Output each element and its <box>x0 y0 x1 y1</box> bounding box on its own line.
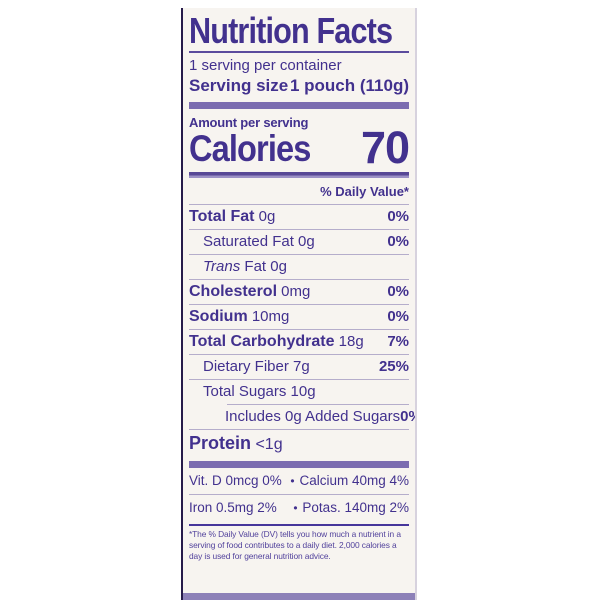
nutrient-row: Protein <1g <box>189 430 409 459</box>
nutrient-row: Total Carbohydrate 18g 7% <box>189 330 409 354</box>
row-divider <box>189 254 409 255</box>
micronutrient-row: Vit. D 0mcg 0% • Calcium 40mg 4% <box>189 468 409 494</box>
micronutrient-row: Iron 0.5mg 2% • Potas. 140mg 2% <box>189 495 409 521</box>
row-divider <box>189 204 409 205</box>
nutrient-rows: Total Fat 0g 0% Saturated Fat 0g 0% Trans Fa… <box>189 204 415 459</box>
footnote-divider <box>189 524 409 526</box>
nutrient-percent: 7% <box>387 333 409 350</box>
nutrient-name: Total Carbohydrate 18g <box>189 333 364 350</box>
label-title: Nutrition Facts <box>189 10 393 51</box>
nutrient-name: Total Fat 0g <box>189 208 276 225</box>
micronutrient-right: Potas. 140mg 2% <box>302 500 409 515</box>
nutrition-facts-label: Nutrition Facts 1 serving per container … <box>181 8 417 600</box>
row-divider <box>189 229 409 230</box>
row-divider <box>189 279 409 280</box>
serving-size-row: Serving size 1 pouch (110g) <box>189 76 409 95</box>
nutrient-percent: 0% <box>387 233 409 250</box>
nutrient-name: Saturated Fat 0g <box>203 233 315 250</box>
nutrient-name: Total Sugars 10g <box>203 383 316 400</box>
nutrient-row: Total Fat 0g 0% <box>189 205 409 229</box>
serving-size-label: Serving size <box>189 76 289 95</box>
serving-size-value: 1 pouch (110g) <box>289 76 409 95</box>
nutrient-row: Total Sugars 10g <box>189 380 409 404</box>
nutrient-name: Sodium 10mg <box>189 308 290 325</box>
row-divider <box>189 304 409 305</box>
calories-divider-bar <box>189 172 409 178</box>
nutrient-row: Dietary Fiber 7g 25% <box>189 355 409 379</box>
nutrient-name: Protein <1g <box>189 433 283 453</box>
calories-row: Calories 70 <box>189 122 410 173</box>
nutrient-percent: 0% <box>400 408 415 425</box>
thick-bar-top <box>189 102 409 109</box>
bullet-separator: • <box>293 501 298 515</box>
micronutrient-rows: Vit. D 0mcg 0% • Calcium 40mg 4% Iron 0.5mg… <box>189 468 409 521</box>
nutrient-percent: 0% <box>387 308 409 325</box>
micronutrient-left: Vit. D 0mcg 0% <box>189 473 282 488</box>
row-divider <box>189 329 409 330</box>
row-divider <box>189 354 409 355</box>
bottom-bar <box>183 593 415 600</box>
servings-per-container: 1 serving per container <box>189 57 342 74</box>
row-divider <box>189 494 409 495</box>
daily-value-header: % Daily Value* <box>320 184 409 199</box>
micronutrient-left: Iron 0.5mg 2% <box>189 500 277 515</box>
thick-bar-bottom <box>189 461 409 468</box>
calories-value: 70 <box>360 122 410 173</box>
nutrient-percent: 25% <box>378 358 409 375</box>
nutrient-row: Cholesterol 0mg 0% <box>189 280 409 304</box>
title-divider <box>189 51 409 53</box>
nutrient-name: Cholesterol 0mg <box>189 283 311 300</box>
row-divider <box>189 429 409 430</box>
row-divider <box>189 379 409 380</box>
amount-per-serving: Amount per serving <box>189 115 309 130</box>
nutrient-row: Sodium 10mg 0% <box>189 305 409 329</box>
row-divider <box>227 404 409 405</box>
nutrient-name: Includes 0g Added Sugars <box>225 408 401 425</box>
nutrient-row: Trans Fat 0g <box>189 255 409 279</box>
footnote: *The % Daily Value (DV) tells you how mu… <box>189 529 401 561</box>
calories-label: Calories <box>189 128 311 169</box>
nutrient-row: Saturated Fat 0g 0% <box>189 230 409 254</box>
nutrient-name: Trans Fat 0g <box>203 258 287 275</box>
micronutrient-right: Calcium 40mg 4% <box>299 473 409 488</box>
nutrient-percent: 0% <box>387 208 409 225</box>
nutrient-percent: 0% <box>387 283 409 300</box>
nutrient-name: Dietary Fiber 7g <box>203 358 310 375</box>
bullet-separator: • <box>290 474 295 488</box>
